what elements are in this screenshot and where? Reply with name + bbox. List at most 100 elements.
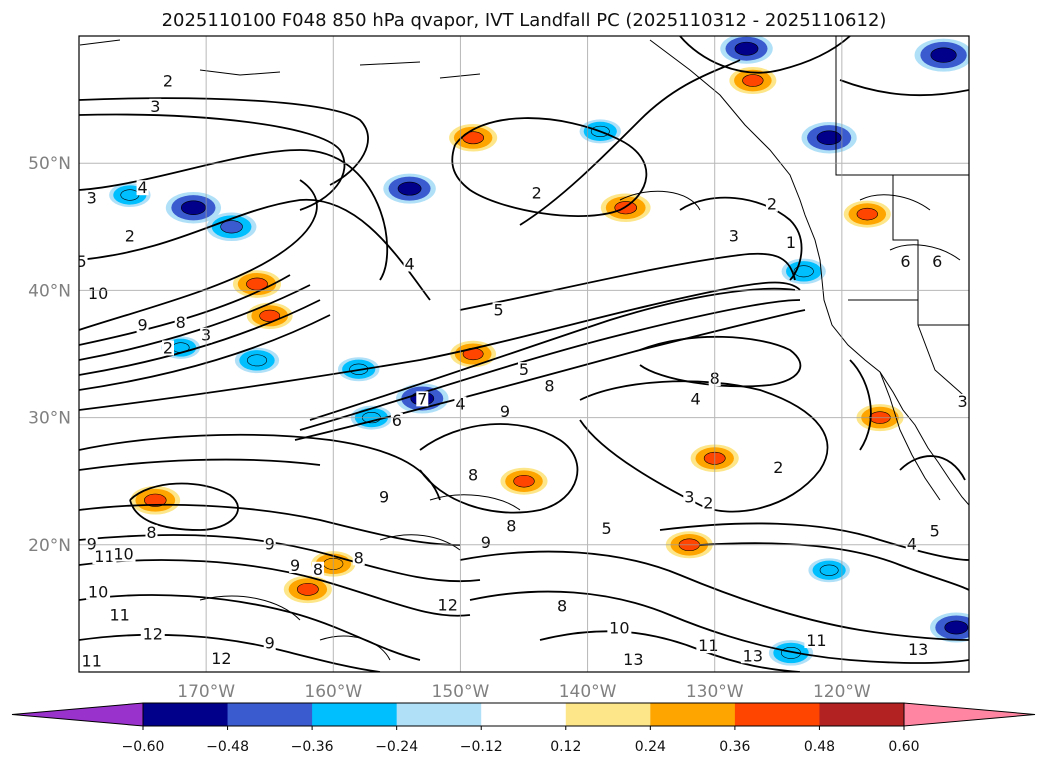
contour-label-bg [79,653,104,669]
contour-label-bg [727,228,740,244]
contour-label: 4 [137,178,147,197]
colorbar-tick-label: −0.36 [291,739,334,755]
shaded-feature-core [930,47,957,63]
contour-label-bg [209,650,234,666]
contour-label: 1 [786,233,796,252]
gridlines [79,36,969,672]
contour-label: 9 [87,534,97,553]
x-tick-label: 150°W [432,682,490,702]
contour-label-bg [479,535,492,551]
contour-label: 12 [211,649,231,668]
colorbar-frame [142,702,905,727]
contour-label: 12 [143,625,163,644]
contour-label: 11 [698,636,718,655]
contour-label-bg [518,362,530,378]
shaded-feature-core [793,265,814,278]
shaded-feature-core [259,309,281,322]
contour-label-bg [905,536,918,552]
contour-label-bg [498,404,511,420]
contour-label-bg [312,561,325,577]
colorbar-tick-label: 0.12 [550,739,581,755]
map-frame [78,35,970,673]
contour-label: 3 [729,227,739,246]
contour-label: 4 [404,255,414,274]
contour-label: 8 [354,548,364,567]
contour-label: 8 [544,377,554,396]
contour-label-bg [403,256,416,272]
contour-label-bg [765,196,778,212]
colorbar-box [481,703,567,726]
contour-label: 2 [163,338,173,357]
contour-label: 5 [76,252,86,271]
contour-label-bg [543,378,556,394]
contour-label: 9 [481,533,491,552]
contour-label-bg [505,518,518,534]
contour-label-bg [928,523,941,539]
shaded-feature-core [819,564,839,576]
contour-label: 4 [907,534,917,553]
chart-title: 2025110100 F048 850 hPa qvapor, IVT Land… [162,10,887,31]
contour-label: 11 [806,631,826,650]
shaded-feature-core [944,620,969,635]
contour-label: 8 [557,597,567,616]
contour-label-bg [740,648,765,664]
contour-label: 2 [703,494,713,513]
x-tick-label: 170°W [177,682,235,702]
colorbar-tick-label: 0.60 [888,739,919,755]
contour-label: 9 [265,534,275,553]
contour-label: 3 [87,188,97,207]
contour-label-bg [92,549,117,565]
x-tick-label: 120°W [813,682,871,702]
contour-label-bg [621,652,646,668]
colorbar-box [650,703,736,726]
x-tick-label: 140°W [559,682,617,702]
colorbar-tick-label: −0.60 [122,739,165,755]
y-tick-label: 50°N [28,154,71,174]
colorbar-extend-min [11,702,144,727]
shaded-feature-core [513,474,535,488]
shaded-feature-core [816,130,842,145]
contour-label-bg [289,557,302,573]
coastlines [79,36,969,506]
contour-label: 8 [313,560,323,579]
contour-label: 9 [500,402,510,421]
contour-label-bg [123,228,136,244]
colorbar-box [819,703,905,726]
contour-label: 13 [908,640,928,659]
contour-label: 2 [532,183,542,202]
contour-label: 12 [438,595,458,614]
contour-label: 10 [88,284,108,303]
colorbar-extend-max [903,702,1036,727]
contour-label: 5 [930,522,940,541]
contour-label: 2 [125,227,135,246]
shaded-feature-core [742,74,764,87]
contour-label: 6 [392,411,402,430]
contour-label-bg [85,190,98,206]
colorbar: −0.60 −0.48 −0.36 −0.24 −0.12 0.12 0.24 0.36 0.4… [11,702,1036,755]
contour-label: 10 [113,545,133,564]
colorbar-box [734,703,820,726]
contour-label: 10 [609,618,629,637]
colorbar-box [396,703,482,726]
contour-label: 6 [932,252,942,271]
contour-label-bg [263,635,276,651]
shaded-feature-core [180,200,206,215]
contour-label-bg [702,495,715,511]
contour-label-bg [899,253,912,269]
y-axis-ticks: 20°N 30°N 40°N 50°N [28,154,71,556]
contour-label-bg [145,524,158,540]
contour-label: 3 [958,392,968,411]
contour-label-bg [956,393,969,409]
contour-label-bg [107,607,132,623]
contour-label: 8 [146,523,156,542]
contour-label: 10 [88,583,108,602]
contour-label-bg [86,584,111,600]
contour-label: 11 [82,651,102,670]
contour-label-bg [804,633,829,649]
contour-label-bg [111,546,136,562]
contour-label-bg [352,550,365,566]
contour-label: 5 [493,300,503,319]
shaded-feature-core [220,220,243,234]
contour-label-bg [467,467,480,483]
contour-label: 13 [743,646,763,665]
